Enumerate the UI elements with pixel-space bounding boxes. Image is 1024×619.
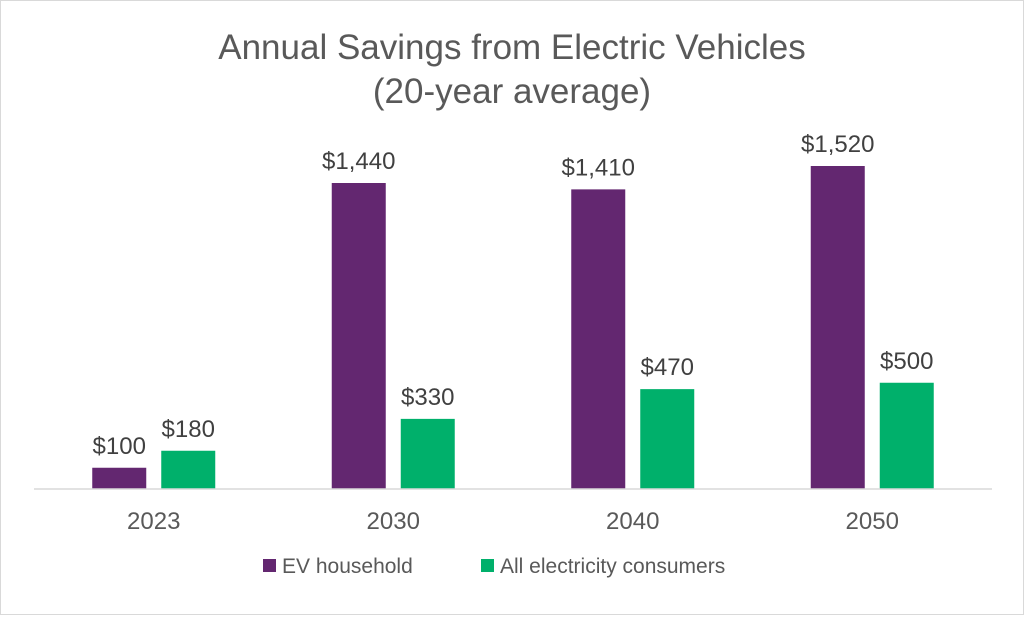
bar-2040-series-2 bbox=[640, 389, 695, 489]
legend-swatch-series-1 bbox=[263, 559, 276, 572]
bar-2030-series-1 bbox=[331, 183, 386, 489]
chart-subtitle: (20-year average) bbox=[373, 72, 651, 111]
data-label: $1,440 bbox=[322, 148, 395, 175]
x-tick-label: 2030 bbox=[367, 508, 420, 535]
data-label: $330 bbox=[401, 384, 454, 411]
legend: EV household All electricity consumers bbox=[263, 555, 725, 578]
bar-2030-series-2 bbox=[400, 418, 455, 489]
x-tick-label: 2040 bbox=[606, 508, 659, 535]
data-label: $180 bbox=[162, 416, 215, 443]
bars-layer: $100 $180 $1,440 $330 $1,410 $470 $1,520 $500 bbox=[92, 131, 934, 489]
x-tick-labels: 2023 2030 2040 2050 bbox=[127, 508, 899, 535]
x-tick-label: 2023 bbox=[127, 508, 180, 535]
data-label: $470 bbox=[641, 354, 694, 381]
data-label: $100 bbox=[93, 433, 146, 460]
data-label: $1,520 bbox=[801, 131, 874, 158]
data-label: $500 bbox=[880, 348, 933, 375]
legend-swatch-series-2 bbox=[481, 559, 494, 572]
legend-label-series-1: EV household bbox=[282, 555, 413, 578]
bar-2023-series-2 bbox=[161, 450, 216, 489]
chart-title: Annual Savings from Electric Vehicles bbox=[218, 28, 806, 67]
bar-2040-series-1 bbox=[571, 189, 626, 489]
x-tick-label: 2050 bbox=[846, 508, 899, 535]
bar-2050-series-1 bbox=[810, 166, 865, 489]
bar-2023-series-1 bbox=[92, 467, 147, 489]
bar-2050-series-2 bbox=[879, 382, 934, 489]
legend-label-series-2: All electricity consumers bbox=[500, 555, 725, 578]
data-label: $1,410 bbox=[562, 154, 635, 181]
